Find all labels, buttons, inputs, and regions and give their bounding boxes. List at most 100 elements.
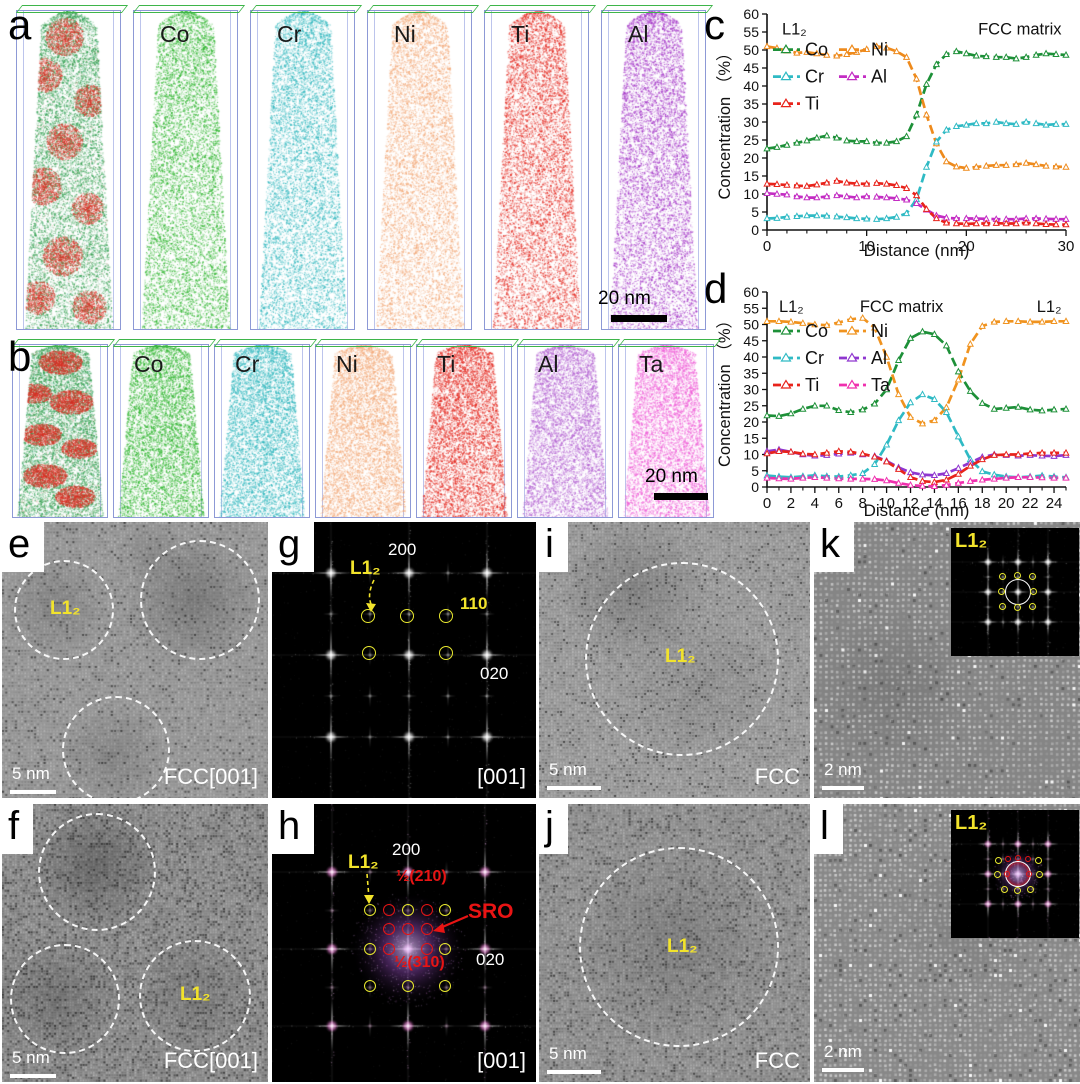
figure: a b c d Co Cr Ni Ti Al 20 nm Co Cr Ni	[0, 0, 1080, 1084]
sro-spot-circle	[1005, 856, 1011, 862]
l12-label: L1₂	[955, 530, 987, 553]
apt-tip-box: Ti	[484, 10, 589, 330]
half-310-label: ½(310)	[394, 954, 445, 972]
apt-tip-box: Ni	[367, 10, 472, 330]
apt-tip-canvas-ta	[619, 345, 713, 517]
panel-letter-j: j	[539, 804, 568, 854]
hrtem-panel-e: e L1₂ 5 nm FCC[001]	[2, 522, 268, 798]
phase-label: FCC	[755, 764, 800, 790]
scale-bar-label: 2 nm	[824, 760, 862, 780]
concentration-profile-chart-c: 0510152025303540455055600 10 20 30Distance …	[715, 0, 1080, 262]
fft-panel-h: h L1₂ 200 ½(210) SRO ½(310) 020 [001]	[272, 804, 536, 1082]
svg-text:30: 30	[743, 114, 759, 130]
svg-text:FCC matrix: FCC matrix	[978, 21, 1062, 39]
superlattice-spot-circle	[364, 904, 376, 916]
l12-label: L1₂	[180, 984, 211, 1006]
l12-label: L1₂	[348, 852, 379, 874]
svg-text:5: 5	[751, 204, 759, 220]
tip-element-label: Ti	[437, 351, 455, 378]
superlattice-spot-circle	[999, 573, 1006, 580]
superlattice-spot-circle	[439, 980, 451, 992]
apt-tip-canvas-al	[518, 345, 612, 517]
l12-precipitate-circle	[62, 696, 170, 798]
l12-label: L1₂	[350, 558, 381, 580]
superlattice-spot-circle	[1035, 857, 1042, 864]
svg-text:55: 55	[743, 300, 759, 316]
svg-text:Concentration （%）: Concentration （%）	[715, 312, 734, 467]
l12-label: L1₂	[667, 936, 698, 958]
l12-precipitate-circle	[38, 813, 156, 931]
svg-text:5: 5	[751, 463, 759, 479]
svg-text:20: 20	[998, 495, 1015, 512]
zone-axis-label: [001]	[477, 764, 526, 790]
superlattice-spot-circle	[1014, 887, 1021, 894]
phase-label: FCC	[755, 1048, 800, 1074]
apt-tip-box: Al	[601, 10, 706, 330]
sro-spot-circle	[1004, 871, 1010, 877]
svg-text:0: 0	[763, 238, 771, 255]
tip-element-label: Ti	[511, 21, 529, 48]
apt-tip-canvas-co	[134, 11, 237, 329]
superlattice-spot-circle	[362, 646, 376, 660]
svg-text:Ni: Ni	[871, 321, 888, 341]
apt-tip-box: Ti	[416, 344, 512, 518]
l12-label: L1₂	[665, 646, 696, 668]
stem-panel-j: j L1₂ 5 nm FCC	[539, 804, 810, 1082]
panel-letter-b: b	[8, 336, 31, 378]
svg-text:4: 4	[811, 495, 819, 512]
svg-text:25: 25	[743, 398, 759, 414]
panel-letter-c: c	[704, 4, 725, 46]
sro-spot-circle	[383, 923, 395, 935]
superlattice-spot-circle	[439, 904, 451, 916]
sro-spot-circle	[402, 923, 414, 935]
apt-tip-canvas-ti	[485, 11, 588, 329]
concentration-profile-chart-d: 0510152025303540455055600 2 4 6 8 10 12 14 16 18 2…	[715, 262, 1080, 522]
apt-tip-canvas-composite	[17, 11, 120, 329]
superlattice-spot-circle	[1036, 871, 1043, 878]
apt-tip-box: Co	[113, 344, 209, 518]
reflection-label-020: 020	[480, 664, 508, 684]
superlattice-spot-circle	[400, 609, 414, 623]
apt-tip-canvas-cr	[215, 345, 309, 517]
apt-tip-box: Ta	[618, 344, 714, 518]
phase-label: FCC[001]	[164, 764, 258, 790]
superlattice-spot-circle	[994, 871, 1001, 878]
superlattice-spot-circle	[364, 943, 376, 955]
apt-tip-canvas-ti	[417, 345, 511, 517]
reflection-label-020: 020	[476, 950, 504, 970]
svg-text:Co: Co	[805, 321, 828, 341]
tip-element-label: Ni	[394, 21, 416, 48]
apt-tip-box: Cr	[250, 10, 355, 330]
svg-text:25: 25	[743, 132, 759, 148]
svg-text:40: 40	[743, 349, 759, 365]
tip-element-label: Cr	[277, 21, 301, 48]
hrtem-panel-f: f L1₂ 5 nm FCC[001]	[2, 804, 268, 1082]
superlattice-spot-circle	[998, 588, 1005, 595]
sro-spot-circle	[421, 923, 433, 935]
scale-bar-label: 5 nm	[549, 1044, 587, 1064]
superlattice-spot-circle	[999, 603, 1006, 610]
panel-letter-e: e	[2, 522, 44, 572]
svg-text:18: 18	[974, 495, 991, 512]
svg-text:Ti: Ti	[805, 375, 819, 395]
panel-letter-l: l	[814, 804, 843, 854]
svg-text:30: 30	[1058, 238, 1075, 255]
superlattice-spot-circle	[361, 609, 375, 623]
svg-text:L1₂: L1₂	[782, 21, 807, 39]
svg-text:6: 6	[835, 495, 843, 512]
svg-text:Co: Co	[805, 40, 828, 60]
superlattice-spot-circle	[439, 646, 453, 660]
svg-text:0: 0	[763, 495, 771, 512]
sro-spot-circle	[383, 904, 395, 916]
apt-tip-box: Cr	[214, 344, 310, 518]
apt-tip-canvas-ni	[316, 345, 410, 517]
l12-label: L1₂	[955, 812, 987, 835]
svg-text:15: 15	[743, 168, 759, 184]
scale-bar	[654, 493, 708, 500]
scale-bar-label: 5 nm	[12, 764, 50, 784]
l12-precipitate-circle	[140, 540, 260, 660]
superlattice-spot-circle	[1030, 588, 1037, 595]
apt-tip-canvas-cr	[251, 11, 354, 329]
apt-tip-canvas-al	[602, 11, 705, 329]
svg-text:L1₂: L1₂	[1037, 298, 1062, 316]
